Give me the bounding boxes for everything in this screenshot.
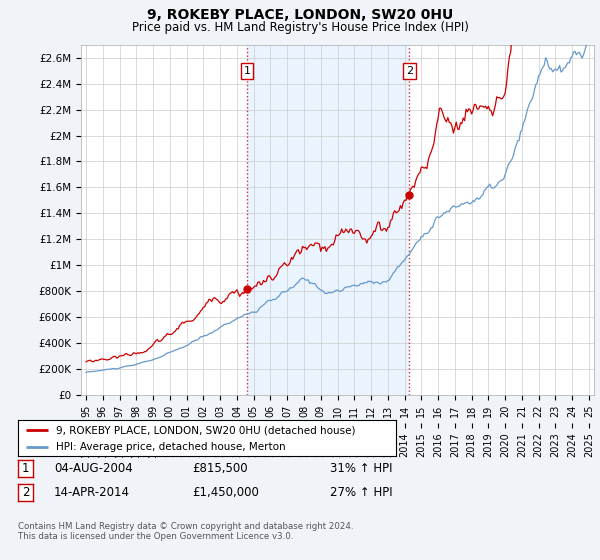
Text: 9, ROKEBY PLACE, LONDON, SW20 0HU (detached house): 9, ROKEBY PLACE, LONDON, SW20 0HU (detac…	[56, 425, 355, 435]
Text: 1: 1	[22, 462, 29, 475]
Bar	[247, 45, 409, 395]
Text: Contains HM Land Registry data © Crown copyright and database right 2024.
This d: Contains HM Land Registry data © Crown c…	[18, 522, 353, 542]
Text: £815,500: £815,500	[192, 462, 248, 475]
Text: 31% ↑ HPI: 31% ↑ HPI	[330, 462, 392, 475]
Text: 27% ↑ HPI: 27% ↑ HPI	[330, 486, 392, 500]
Text: 2: 2	[406, 66, 413, 76]
Text: HPI: Average price, detached house, Merton: HPI: Average price, detached house, Mert…	[56, 442, 286, 452]
Text: 14-APR-2014: 14-APR-2014	[54, 486, 130, 500]
Text: 2: 2	[22, 486, 29, 500]
Text: £1,450,000: £1,450,000	[192, 486, 259, 500]
Text: 1: 1	[244, 66, 250, 76]
Text: 04-AUG-2004: 04-AUG-2004	[54, 462, 133, 475]
Text: Price paid vs. HM Land Registry's House Price Index (HPI): Price paid vs. HM Land Registry's House …	[131, 21, 469, 34]
Text: 9, ROKEBY PLACE, LONDON, SW20 0HU: 9, ROKEBY PLACE, LONDON, SW20 0HU	[147, 8, 453, 22]
